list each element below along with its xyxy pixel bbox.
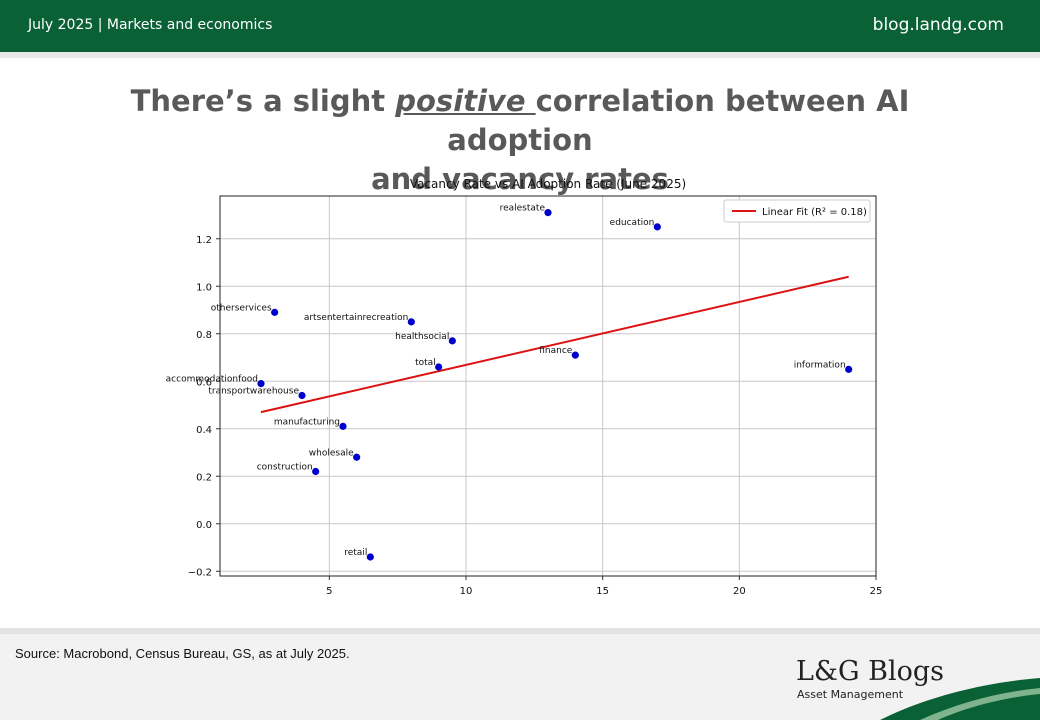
y-tick-label: 0.2 bbox=[196, 472, 212, 483]
y-tick-label: 1.0 bbox=[196, 282, 212, 293]
x-tick-label: 5 bbox=[326, 586, 332, 597]
scatter-point bbox=[271, 308, 279, 316]
point-label: accommodationfood bbox=[166, 375, 258, 385]
top-bar: July 2025 | Markets and economics blog.l… bbox=[0, 0, 1040, 52]
point-label: healthsocial bbox=[395, 332, 449, 342]
scatter-point bbox=[353, 453, 361, 461]
brand-subtitle: Asset Management bbox=[797, 688, 904, 701]
y-tick-label: 1.2 bbox=[196, 235, 212, 246]
point-label: finance bbox=[539, 346, 573, 356]
point-label: construction bbox=[257, 463, 313, 473]
y-tick-label: −0.2 bbox=[188, 567, 212, 578]
scatter-point bbox=[366, 553, 374, 561]
y-tick-label: 0.4 bbox=[196, 425, 212, 436]
title-text-start: There’s a slight bbox=[130, 84, 396, 118]
scatter-point bbox=[571, 351, 579, 359]
point-label: wholesale bbox=[309, 448, 354, 458]
x-tick-label: 10 bbox=[460, 586, 473, 597]
y-tick-label: 0.6 bbox=[196, 377, 212, 388]
scatter-point bbox=[298, 391, 306, 400]
x-tick-label: 20 bbox=[733, 586, 746, 597]
y-tick-label: 0.8 bbox=[196, 330, 212, 341]
y-tick-label: 0.0 bbox=[196, 520, 212, 531]
point-label: transportwarehouse bbox=[208, 387, 299, 397]
point-label: realestate bbox=[500, 204, 546, 214]
point-label: artsentertainrecreation bbox=[304, 313, 408, 323]
source-note: Source: Macrobond, Census Bureau, GS, as… bbox=[15, 646, 350, 661]
scatter-point bbox=[448, 337, 456, 345]
chart-title: Vacancy Rate vs AI Adoption Rate (June 2… bbox=[410, 177, 686, 191]
title-emphasis: positive bbox=[395, 84, 536, 118]
scatter-point bbox=[312, 467, 320, 476]
scatter-point bbox=[845, 365, 853, 373]
header-divider bbox=[0, 52, 1040, 58]
x-tick-label: 15 bbox=[596, 586, 609, 597]
point-label: manufacturing bbox=[274, 417, 340, 427]
plot-frame bbox=[219, 195, 877, 577]
scatter-point bbox=[339, 422, 347, 430]
scatter-point bbox=[407, 318, 415, 326]
scatter-point bbox=[257, 380, 265, 388]
fit-line bbox=[260, 275, 849, 414]
scatter-point bbox=[544, 209, 552, 217]
plot-area bbox=[220, 196, 876, 576]
point-label: retail bbox=[344, 548, 367, 558]
x-tick-label: 25 bbox=[870, 586, 883, 597]
legend-box bbox=[723, 199, 871, 223]
scatter-chart: 5 10 15 20 25 −0.2 0.0 0.2 0.4 0.6 0.8 1.0 1.2 Vacanc… bbox=[166, 177, 883, 597]
title-text-end: correlation between AI adoption bbox=[447, 84, 910, 157]
legend-label: Linear Fit (R² = 0.18) bbox=[762, 207, 867, 218]
scatter-point bbox=[653, 223, 661, 231]
point-label: education bbox=[610, 218, 655, 228]
site-link[interactable]: blog.landg.com bbox=[872, 15, 1004, 35]
footer bbox=[0, 628, 1040, 720]
brand-swoosh bbox=[880, 678, 1040, 720]
point-label: total bbox=[415, 358, 436, 368]
footer-divider bbox=[0, 628, 1040, 634]
scatter-point bbox=[435, 363, 443, 371]
date-section-label: July 2025 | Markets and economics bbox=[28, 17, 273, 33]
title-line-two: and vacancy rates bbox=[371, 162, 669, 196]
brand-logo: L&G Blogs bbox=[796, 656, 944, 687]
page-title: There’s a slight positive correlation be… bbox=[60, 82, 980, 199]
point-label: information bbox=[794, 360, 846, 370]
point-label: otherservices bbox=[211, 303, 272, 313]
